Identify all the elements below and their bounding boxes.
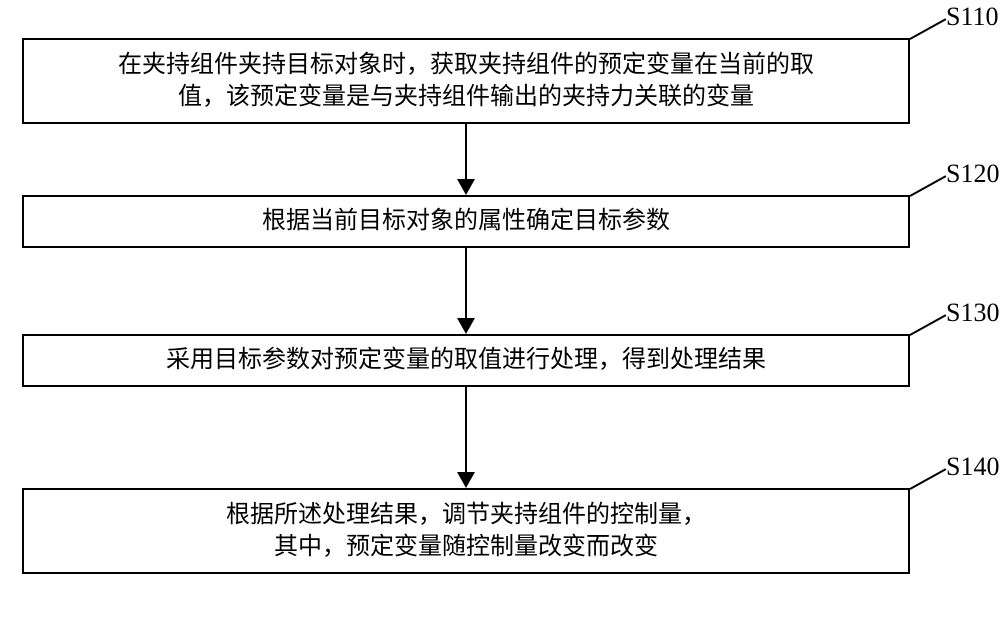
step-label-s130: S130: [946, 298, 999, 328]
leader-line: [910, 314, 947, 336]
arrow-head-icon: [457, 179, 475, 195]
flow-step-s110: 在夹持组件夹持目标对象时，获取夹持组件的预定变量在当前的取值，该预定变量是与夹持…: [22, 38, 910, 124]
leader-line: [910, 18, 947, 40]
arrow-stem: [465, 124, 467, 179]
flow-step-text: 采用目标参数对预定变量的取值进行处理，得到处理结果: [166, 344, 766, 376]
flow-step-s130: 采用目标参数对预定变量的取值进行处理，得到处理结果: [22, 334, 910, 387]
step-label-s120: S120: [946, 159, 999, 189]
flow-step-s140: 根据所述处理结果，调节夹持组件的控制量，其中，预定变量随控制量改变而改变: [22, 488, 910, 574]
step-label-s110: S110: [946, 2, 999, 32]
flow-step-text: 根据所述处理结果，调节夹持组件的控制量，其中，预定变量随控制量改变而改变: [226, 499, 706, 564]
flow-step-s120: 根据当前目标对象的属性确定目标参数: [22, 195, 910, 248]
arrow-head-icon: [457, 318, 475, 334]
arrow-head-icon: [457, 472, 475, 488]
arrow-stem: [465, 248, 467, 318]
step-label-s140: S140: [946, 452, 999, 482]
flow-step-text: 在夹持组件夹持目标对象时，获取夹持组件的预定变量在当前的取值，该预定变量是与夹持…: [118, 49, 814, 114]
leader-line: [910, 175, 947, 197]
arrow-stem: [465, 387, 467, 472]
flowchart-canvas: 在夹持组件夹持目标对象时，获取夹持组件的预定变量在当前的取值，该预定变量是与夹持…: [0, 0, 1000, 627]
leader-line: [910, 468, 947, 490]
flow-step-text: 根据当前目标对象的属性确定目标参数: [262, 205, 670, 237]
